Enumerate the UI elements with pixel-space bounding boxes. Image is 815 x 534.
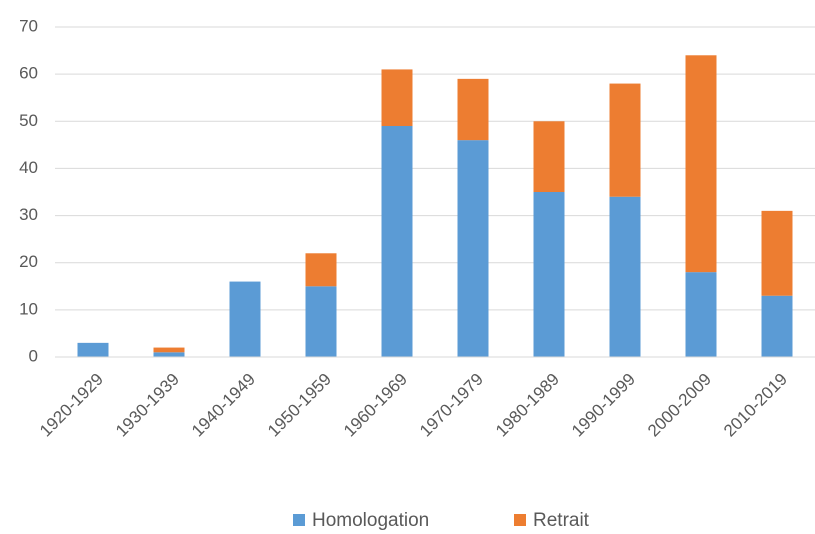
- bar-segment: [305, 286, 337, 357]
- bar-segment: [381, 126, 413, 357]
- bar-segment: [457, 140, 489, 357]
- bar-segment: [533, 121, 565, 192]
- legend-swatch: [293, 514, 305, 526]
- bar-segment: [609, 83, 641, 197]
- x-tick-label: 1960-1969: [340, 370, 411, 441]
- y-tick-label: 10: [19, 299, 38, 318]
- bar-segment: [153, 352, 185, 357]
- legend-label: Retrait: [533, 510, 590, 531]
- bar-segment: [685, 55, 717, 273]
- x-tick-label: 1950-1959: [264, 370, 335, 441]
- bar-segment: [153, 347, 185, 353]
- x-tick-label: 1930-1939: [112, 370, 183, 441]
- bar-segment: [305, 253, 337, 287]
- bar-segment: [685, 272, 717, 357]
- y-tick-label: 20: [19, 252, 38, 271]
- bar-segment: [381, 69, 413, 126]
- bar-segment: [533, 192, 565, 357]
- y-tick-label: 50: [19, 111, 38, 130]
- x-tick-label: 1980-1989: [492, 370, 563, 441]
- x-tick-label: 1920-1929: [36, 370, 107, 441]
- bar-segment: [609, 196, 641, 357]
- y-tick-label: 60: [19, 64, 38, 83]
- bar-segment: [229, 281, 261, 357]
- legend-label: Homologation: [312, 510, 429, 531]
- legend-swatch: [514, 514, 526, 526]
- bar-segment: [77, 342, 109, 357]
- y-tick-label: 70: [19, 16, 38, 35]
- y-tick-label: 30: [19, 205, 38, 224]
- bar-segment: [761, 210, 793, 296]
- x-tick-label: 1990-1999: [568, 370, 639, 441]
- bar-segment: [761, 295, 793, 357]
- x-tick-label: 1970-1979: [416, 370, 487, 441]
- y-tick-label: 40: [19, 158, 38, 177]
- x-tick-label: 2000-2009: [644, 370, 715, 441]
- bar-segment: [457, 78, 489, 141]
- y-tick-label: 0: [29, 346, 38, 365]
- x-tick-label: 1940-1949: [188, 370, 259, 441]
- x-tick-label: 2010-2019: [720, 370, 791, 441]
